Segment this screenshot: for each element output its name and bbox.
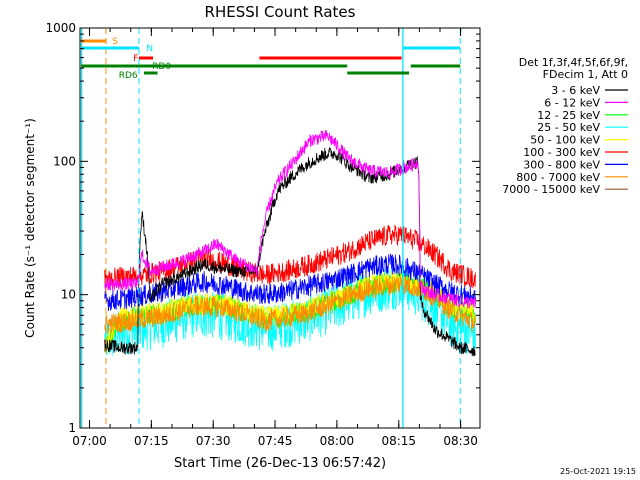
x-tick-label: 08:15	[381, 434, 416, 448]
legend-label: 800 - 7000 keV	[516, 171, 600, 184]
y-tick-label: 100	[53, 154, 76, 168]
x-tick-label: 08:00	[320, 434, 355, 448]
legend-label: 6 - 12 keV	[544, 96, 600, 109]
overlay-layer: S NF RD0 RD6	[80, 28, 461, 428]
x-tick-label: 07:30	[196, 434, 231, 448]
series-100-300-kev-line	[104, 224, 476, 289]
legend-label: 12 - 25 keV	[537, 109, 600, 122]
x-tick-label: 08:30	[443, 434, 478, 448]
plot-frame	[79, 27, 481, 429]
series-300-800-kev-line	[104, 253, 476, 312]
chart-title: RHESSI Count Rates	[205, 3, 356, 21]
x-tick-label: 07:45	[258, 434, 293, 448]
legend-label: 25 - 50 keV	[537, 121, 600, 134]
legend-label: 50 - 100 keV	[530, 134, 600, 147]
y-axis-label: Count Rate (s⁻¹ detector segment⁻¹)	[23, 118, 37, 338]
marker-label-f: F	[133, 54, 138, 64]
marker-label-s: S	[112, 37, 118, 47]
legend-label: 3 - 6 keV	[551, 84, 600, 97]
y-axis: 1 10 100 1000	[45, 21, 480, 435]
legend-header-line-1: Det 1f,3f,4f,5f,6f,9f,	[519, 56, 628, 69]
legend-label: 100 - 300 keV	[523, 146, 600, 159]
series-6-12-kev-line	[104, 130, 476, 309]
x-tick-label: 07:15	[134, 434, 169, 448]
marker-label-rd0: RD0	[152, 62, 171, 72]
legend-header-line-2: FDecim 1, Att 0	[543, 68, 628, 81]
series-800-7000-kev-line	[104, 275, 476, 334]
y-tick-label: 1	[68, 421, 76, 435]
footer-date: 25-Oct-2021 19:15	[560, 467, 636, 476]
x-tick-label: 07:00	[72, 434, 107, 448]
y-tick-label: 10	[61, 288, 76, 302]
marker-label-n: N	[146, 44, 153, 54]
series-layer	[104, 130, 476, 357]
y-tick-label: 1000	[45, 21, 76, 35]
marker-label-rd6: RD6	[119, 71, 138, 81]
legend-label: 300 - 800 keV	[523, 158, 600, 171]
x-axis: 07:00 07:15 07:30 07:45 08:00 08:15 08:30	[72, 28, 478, 448]
x-axis-label: Start Time (26-Dec-13 06:57:42)	[174, 456, 386, 471]
legend-label: 7000 - 15000 keV	[502, 183, 600, 196]
legend: Det 1f,3f,4f,5f,6f,9f, FDecim 1, Att 0 3…	[502, 56, 628, 196]
